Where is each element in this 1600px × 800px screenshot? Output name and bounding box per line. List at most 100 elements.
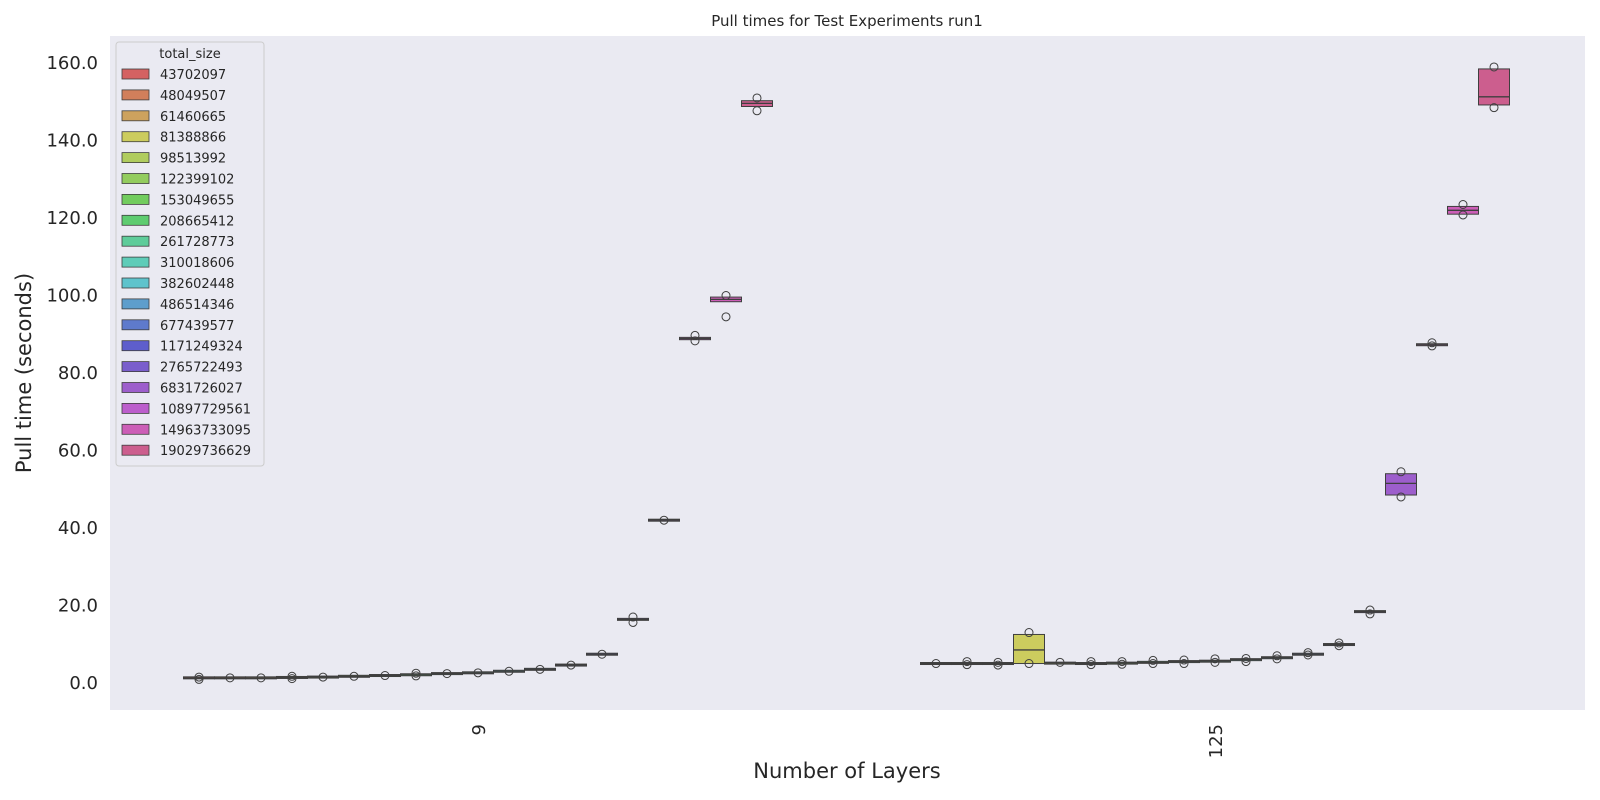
legend-label: 677439577	[160, 319, 234, 334]
legend-swatch	[121, 152, 150, 164]
legend-swatch	[121, 256, 150, 268]
legend-swatch	[121, 89, 150, 101]
outlier-point	[1458, 210, 1468, 220]
legend-swatch	[121, 235, 150, 247]
x-tick-label: 9	[469, 724, 490, 735]
outlier-point	[1210, 654, 1220, 664]
legend-swatch	[121, 402, 150, 414]
y-tick-label: 0.0	[69, 673, 98, 694]
outlier-point	[1148, 655, 1158, 665]
box-body	[1385, 473, 1417, 496]
legend-label: 61460665	[160, 110, 226, 125]
legend-swatch	[121, 361, 150, 373]
outlier-point	[993, 657, 1003, 667]
y-tick-label: 20.0	[58, 595, 98, 616]
outlier-point	[1427, 338, 1437, 348]
legend-swatch	[121, 277, 150, 289]
outlier-point	[1117, 659, 1127, 669]
outlier-point	[752, 106, 762, 116]
outlier-point	[1241, 657, 1251, 667]
outlier-point	[1334, 638, 1344, 648]
box-series	[183, 62, 1510, 684]
legend-label: 19029736629	[160, 444, 251, 459]
legend-label: 122399102	[160, 173, 234, 188]
outlier-point	[380, 671, 390, 681]
outlier-point	[962, 660, 972, 670]
outlier-point	[721, 291, 731, 301]
outlier-point	[597, 649, 607, 659]
outlier-point	[752, 93, 762, 103]
outlier-point	[1086, 657, 1096, 667]
legend-label: 48049507	[160, 89, 226, 104]
legend-label: 2765722493	[160, 361, 243, 376]
outlier-point	[1055, 657, 1065, 667]
outlier-point	[411, 668, 421, 678]
legend-swatch	[121, 340, 150, 352]
legend-label: 6831726027	[160, 382, 243, 397]
legend-label: 310018606	[160, 256, 234, 271]
legend-swatch	[121, 319, 150, 331]
outlier-point	[411, 671, 421, 681]
legend-label: 208665412	[160, 214, 234, 229]
outlier-point	[1272, 654, 1282, 664]
outlier-point	[566, 660, 576, 670]
y-axis-ticks: 0.0 20.0 40.0 60.0 80.0 100.0 120.0 140.0 160.0	[46, 53, 98, 694]
plot-background	[110, 36, 1585, 710]
outlier-point	[962, 657, 972, 667]
outlier-point	[690, 336, 700, 346]
y-axis-label: Pull time (seconds)	[12, 273, 36, 473]
outlier-point	[1024, 628, 1034, 638]
y-tick-label: 120.0	[46, 208, 98, 229]
outlier-point	[690, 330, 700, 340]
y-tick-label: 80.0	[58, 363, 98, 384]
outlier-point	[287, 674, 297, 684]
outlier-point	[931, 659, 941, 669]
outlier-point	[1086, 660, 1096, 670]
y-tick-label: 60.0	[58, 440, 98, 461]
outlier-point	[1489, 103, 1499, 113]
outlier-point	[993, 660, 1003, 670]
outlier-point	[1427, 341, 1437, 351]
x-tick-label: 125	[1206, 724, 1227, 758]
legend-title: total_size	[159, 47, 220, 62]
legend-label: 486514346	[160, 298, 234, 313]
legend-swatch	[121, 444, 150, 456]
outlier-point	[194, 674, 204, 684]
y-tick-label: 160.0	[46, 53, 98, 74]
legend-label: 14963733095	[160, 423, 251, 438]
outlier-point	[442, 669, 452, 679]
outlier-point	[628, 612, 638, 622]
legend-label: 81388866	[160, 131, 226, 146]
outlier-point	[1241, 653, 1251, 663]
box-body	[1013, 633, 1045, 665]
legend-swatch	[121, 110, 150, 122]
x-axis-label: Number of Layers	[753, 759, 940, 783]
outlier-point	[1489, 62, 1499, 72]
outlier-point	[1179, 659, 1189, 669]
legend-swatch	[121, 193, 150, 205]
outlier-point	[225, 673, 235, 683]
outlier-point	[1024, 659, 1034, 669]
legend-swatch	[121, 68, 150, 80]
legend-label: 98513992	[160, 152, 226, 167]
outlier-point	[473, 668, 483, 678]
outlier-point	[535, 664, 545, 674]
outlier-point	[1365, 605, 1375, 615]
outlier-point	[256, 673, 266, 683]
outlier-point	[1396, 492, 1406, 502]
x-axis-ticks: 9 125	[469, 724, 1227, 758]
legend-label: 43702097	[160, 68, 226, 83]
outlier-point	[318, 672, 328, 682]
outlier-point	[1303, 650, 1313, 660]
outlier-point	[194, 672, 204, 682]
legend-label: 1171249324	[160, 340, 243, 355]
legend-swatch	[121, 298, 150, 310]
legend-frame	[115, 41, 265, 467]
outlier-point	[1210, 657, 1220, 667]
legend-label: 261728773	[160, 235, 234, 250]
legend-swatch	[121, 131, 150, 143]
outlier-point	[1179, 655, 1189, 665]
outlier-point	[287, 671, 297, 681]
outlier-point	[1458, 200, 1468, 209]
legend-swatch	[121, 382, 150, 393]
